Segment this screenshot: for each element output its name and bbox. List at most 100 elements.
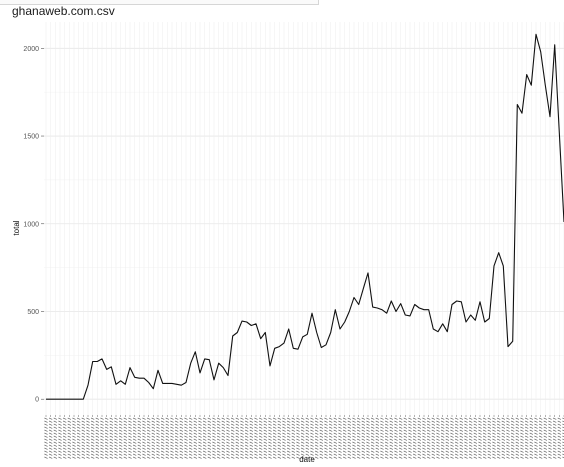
x-tick-label-mark [184,432,188,435]
x-tick-label-mark [118,453,123,456]
x-tick-label-mark [314,438,319,441]
x-tick-label-mark [333,450,338,453]
x-tick-label-mark [515,456,520,459]
x-tick-label-mark [198,426,202,429]
x-tick-label-mark [118,417,123,420]
x-tick-label-mark [114,435,118,438]
x-tick-label-mark [370,417,375,420]
x-tick-label-mark [44,450,48,453]
x-tick-label-mark [198,432,202,435]
x-tick-label-mark [352,447,356,450]
x-tick-label-mark [347,438,352,441]
x-tick-label-mark [86,435,90,438]
x-tick-label-mark [403,420,408,423]
x-tick-label-mark [114,417,118,420]
x-tick-label-mark [417,450,422,453]
x-tick-label-mark [473,423,478,426]
x-tick-label-mark [240,447,244,450]
x-tick-label-mark [403,426,408,429]
x-tick-label-mark [188,420,193,423]
x-tick-label-mark [128,441,132,444]
x-tick-label-mark [170,423,174,426]
x-tick-label-mark [114,423,118,426]
x-tick-label-mark [249,426,254,429]
x-tick-label-mark [366,447,370,450]
x-tick-label-mark [538,441,543,444]
x-tick-label-mark [202,456,207,459]
x-tick-label-mark [118,429,123,432]
x-tick-label-mark [347,453,352,456]
x-tick-label-mark [370,423,375,426]
x-tick-label-mark [478,429,482,432]
x-tick-label-mark [188,444,193,447]
x-tick-label-mark [179,429,184,432]
x-tick-label-mark [62,444,67,447]
x-tick-label-mark [184,426,188,429]
x-tick-label-mark [137,426,142,429]
x-tick-label-mark [72,438,76,441]
x-tick-label-mark [557,438,562,441]
x-tick-label-mark [123,423,128,426]
x-tick-label-mark [482,453,487,456]
x-tick-label-mark [244,456,249,459]
x-tick-label-mark [436,450,440,453]
x-tick-label-mark [501,438,506,441]
x-tick-label-mark [384,456,389,459]
x-tick-label-mark [170,450,174,453]
x-tick-label-mark [473,417,478,420]
x-tick-label-mark [450,435,454,438]
x-tick-label-mark [384,429,389,432]
x-tick-label-mark [338,441,342,444]
x-tick-label-mark [324,432,328,435]
x-tick-label-mark [482,444,487,447]
x-tick-label-mark [487,438,492,441]
x-tick-label-mark [230,444,235,447]
x-tick-label-mark [370,438,375,441]
x-tick-label-mark [216,435,221,438]
x-tick-label-mark [431,420,436,423]
x-tick-label-mark [529,453,534,456]
x-tick-label-mark [95,423,100,426]
x-tick-label-mark [366,426,370,429]
x-tick-label-mark [156,435,160,438]
x-tick-label-mark [95,447,100,450]
x-tick-label-mark [342,420,347,423]
x-tick-label-mark [412,435,417,438]
x-tick-label-mark [128,417,132,420]
x-tick-label-mark [81,432,86,435]
x-tick-label-mark [459,423,464,426]
x-tick-label-mark [81,435,86,438]
x-tick-label-mark [314,432,319,435]
x-tick-label-mark [90,432,95,435]
x-tick-label-mark [562,438,564,441]
x-tick-label-mark [524,429,529,432]
x-tick-label-mark [510,435,515,438]
x-tick-label-mark [431,429,436,432]
x-tick-label-mark [515,429,520,432]
x-tick-label-mark [142,423,146,426]
x-tick-label-mark [520,441,524,444]
x-tick-label-mark [202,435,207,438]
x-tick-label-mark [342,426,347,429]
x-tick-label-mark [198,417,202,420]
x-tick-label-mark [198,423,202,426]
x-tick-label-mark [543,453,548,456]
x-tick-label-mark [95,450,100,453]
x-tick-label-mark [431,447,436,450]
x-tick-label-mark [324,435,328,438]
x-tick-label-mark [464,429,468,432]
x-tick-label-mark [468,456,473,459]
x-tick-label-mark [543,444,548,447]
x-tick-label-mark [324,423,328,426]
x-tick-label-mark [338,429,342,432]
x-tick-label-mark [440,435,445,438]
x-tick-label-mark [277,450,282,453]
x-tick-label-mark [170,429,174,432]
x-tick-label-mark [520,447,524,450]
x-tick-label-mark [184,441,188,444]
x-tick-label-mark [244,420,249,423]
x-tick-label-mark [132,429,137,432]
x-tick-label-mark [342,444,347,447]
x-tick-label-mark [48,456,53,459]
x-tick-label-mark [268,420,272,423]
